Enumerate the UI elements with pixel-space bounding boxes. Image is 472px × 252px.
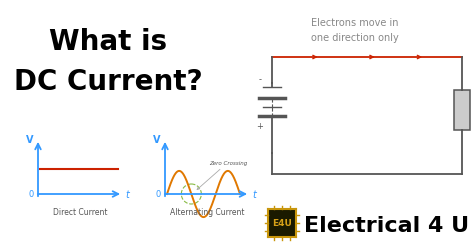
Text: Alternating Current: Alternating Current — [170, 207, 245, 216]
Text: 0: 0 — [156, 190, 161, 199]
Bar — [454, 90, 470, 130]
Text: 0: 0 — [29, 190, 34, 199]
Text: Zero Crossing: Zero Crossing — [197, 160, 247, 190]
Bar — [268, 209, 296, 237]
Text: What is: What is — [49, 28, 167, 56]
Text: t: t — [252, 189, 256, 199]
Text: V: V — [25, 135, 33, 144]
Text: DC Current?: DC Current? — [14, 68, 202, 96]
Text: -: - — [259, 75, 261, 84]
Text: +: + — [257, 121, 263, 131]
Text: V: V — [152, 135, 160, 144]
Text: Electrical 4 U: Electrical 4 U — [304, 215, 469, 235]
Text: Direct Current: Direct Current — [53, 207, 108, 216]
Text: Electrons move in
one direction only: Electrons move in one direction only — [311, 18, 399, 43]
Text: t: t — [125, 189, 129, 199]
Text: E4U: E4U — [272, 219, 292, 228]
